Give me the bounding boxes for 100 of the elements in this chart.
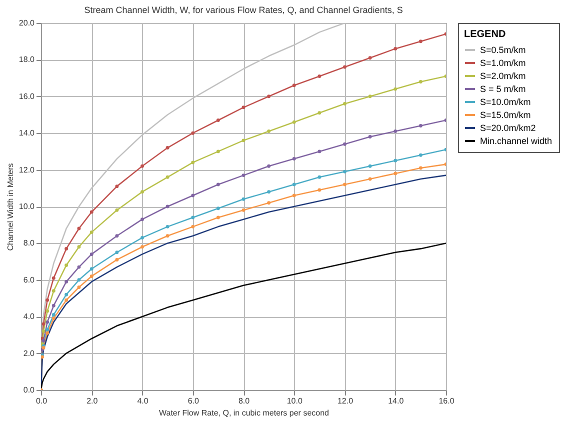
point	[191, 216, 195, 220]
point	[166, 146, 170, 150]
point	[191, 194, 195, 198]
point	[46, 331, 50, 335]
point	[46, 298, 50, 302]
x-tick-label: 2.0	[86, 396, 98, 406]
x-axis-title: Water Flow Rate, Q, in cubic meters per second	[159, 408, 329, 418]
point	[52, 304, 56, 308]
point	[52, 313, 56, 316]
point	[242, 138, 246, 142]
point	[115, 258, 119, 262]
point	[166, 234, 170, 238]
point	[418, 153, 422, 157]
point	[140, 164, 144, 168]
point	[368, 56, 372, 60]
y-tick-label: 0.0	[23, 386, 36, 394]
point	[267, 94, 271, 98]
legend-label: Min.channel width	[480, 136, 552, 146]
point	[292, 182, 296, 186]
point	[90, 252, 94, 256]
point	[140, 218, 144, 222]
x-tick-label: 8.0	[238, 396, 250, 406]
point	[318, 175, 322, 179]
point	[191, 224, 195, 228]
point	[418, 40, 422, 44]
point	[343, 102, 346, 106]
point	[115, 234, 119, 238]
point	[394, 172, 398, 176]
point	[318, 150, 322, 154]
point	[115, 208, 119, 212]
point	[77, 286, 81, 289]
point	[42, 330, 46, 334]
point	[216, 118, 220, 122]
y-tick-label: 2.0	[23, 348, 36, 358]
point	[90, 230, 94, 234]
point	[90, 274, 94, 278]
point	[216, 206, 220, 210]
point	[64, 298, 68, 302]
point	[292, 84, 296, 88]
point	[368, 177, 372, 181]
point	[46, 328, 50, 332]
point	[343, 65, 346, 69]
point	[77, 226, 81, 230]
point	[52, 276, 56, 280]
point	[394, 87, 398, 91]
x-tick-label: 10.0	[286, 396, 303, 406]
point	[64, 246, 68, 250]
point	[64, 292, 68, 296]
point	[52, 316, 56, 320]
point	[77, 278, 81, 282]
point	[418, 166, 422, 170]
point	[267, 190, 271, 194]
point	[140, 245, 144, 249]
point	[166, 204, 170, 208]
point	[46, 320, 50, 324]
legend-label: S=20.0m/km2	[480, 123, 536, 133]
point	[166, 224, 170, 228]
y-tick-label: 8.0	[23, 238, 36, 248]
x-tick-label: 12.0	[337, 396, 354, 406]
point	[64, 280, 68, 284]
point	[90, 210, 94, 214]
point	[242, 208, 246, 212]
point	[267, 164, 271, 168]
point	[115, 250, 119, 254]
legend-label: S=1.0m/km	[480, 58, 526, 68]
point	[318, 74, 322, 78]
point	[242, 197, 246, 201]
point	[140, 190, 144, 194]
chart-title: Stream Channel Width, W, for various Flow Rates, Q, and Channel Gradients, S	[84, 5, 403, 15]
x-tick-label: 14.0	[388, 396, 404, 406]
point	[418, 124, 422, 128]
point	[242, 106, 246, 110]
legend-label: S = 5 m/km	[480, 84, 526, 94]
point	[368, 164, 372, 168]
point	[343, 170, 346, 174]
point	[267, 201, 271, 205]
point	[292, 157, 296, 161]
point	[318, 111, 322, 115]
point	[46, 309, 50, 313]
y-axis-title: Channel Width in Meters	[6, 163, 15, 251]
point	[77, 265, 81, 269]
point	[242, 174, 246, 178]
point	[115, 184, 119, 188]
point	[343, 142, 346, 146]
y-tick-label: 18.0	[18, 55, 36, 64]
point	[191, 131, 195, 135]
point	[90, 267, 94, 271]
point	[191, 160, 195, 164]
point	[394, 158, 398, 162]
point	[292, 120, 296, 124]
y-tick-label: 20.0	[18, 18, 36, 28]
point	[343, 182, 346, 186]
point	[368, 135, 372, 138]
point	[140, 236, 144, 240]
x-tick-label: 16.0	[438, 396, 455, 406]
point	[77, 245, 81, 249]
y-tick-label: 4.0	[23, 312, 36, 322]
point	[292, 194, 296, 198]
legend-label: S=15.0m/km	[480, 110, 531, 120]
point	[64, 263, 68, 267]
